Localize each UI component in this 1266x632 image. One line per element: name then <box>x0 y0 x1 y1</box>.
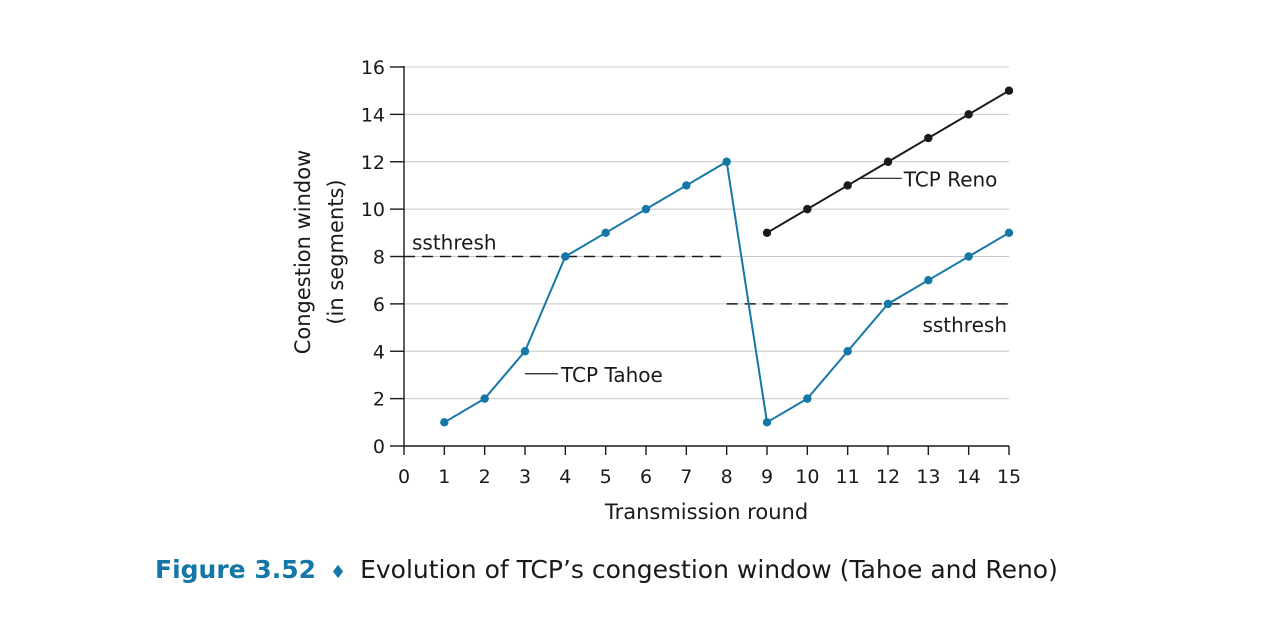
x-tick-label-4: 4 <box>559 466 571 488</box>
y-tick-label-14: 14 <box>361 104 385 126</box>
figure-caption-text: Evolution of TCP’s congestion window (Ta… <box>360 555 1058 584</box>
tcp-tahoe-point-11 <box>843 347 852 356</box>
y-tick-label-10: 10 <box>361 199 385 221</box>
x-tick-label-8: 8 <box>721 466 733 488</box>
annotation-layer: ssthresh ssthresh TCP Tahoe TCP Reno <box>412 167 1007 386</box>
tcp-tahoe-point-8 <box>722 157 731 166</box>
x-tick-label-5: 5 <box>600 466 612 488</box>
ssthresh-label-2: ssthresh <box>922 313 1007 337</box>
x-tick-label-0: 0 <box>398 466 410 488</box>
y-axis-title-line-2: (in segments) <box>324 179 348 324</box>
x-tick-label-15: 15 <box>997 466 1021 488</box>
x-tick-label-1: 1 <box>438 466 450 488</box>
tcp-tahoe-point-4 <box>561 252 570 261</box>
tcp-tahoe-point-3 <box>520 347 530 356</box>
figure-label: Figure 3.52 <box>155 555 317 584</box>
x-tick-label-10: 10 <box>795 466 819 488</box>
tcp-tahoe-point-2 <box>480 394 489 403</box>
tcp-tahoe-point-6 <box>641 204 651 214</box>
tcp-tahoe-line <box>443 160 1010 424</box>
tcp-tahoe-point-10 <box>803 394 812 403</box>
tcp-tahoe-point-14 <box>964 252 973 261</box>
y-tick-label-0: 0 <box>373 436 385 458</box>
x-axis-title: Transmission round <box>604 500 808 524</box>
y-tick-label-2: 2 <box>373 389 385 411</box>
y-tick-label-16: 16 <box>361 57 385 79</box>
tcp-reno-point-14 <box>964 110 973 119</box>
figure-caption: Figure 3.52 ♦ Evolution of TCP’s congest… <box>155 555 1058 584</box>
threshold-layer <box>404 255 1009 305</box>
tcp-tahoe-label: TCP Tahoe <box>560 363 663 387</box>
tcp-reno-point-9 <box>762 228 772 238</box>
x-tick-label-7: 7 <box>680 466 692 488</box>
tcp-reno-point-15 <box>1004 86 1014 95</box>
y-axis-title-line-1: Congestion window <box>291 150 315 355</box>
tcp-tahoe-point-1 <box>440 418 449 427</box>
tcp-reno-label: TCP Reno <box>903 167 998 191</box>
x-tick-label-11: 11 <box>836 466 860 488</box>
tcp-reno-point-10 <box>803 204 812 214</box>
tcp-reno-point-11 <box>843 181 852 190</box>
series-layer <box>440 86 1014 427</box>
tcp-tahoe-point-15 <box>1004 228 1014 238</box>
tcp-tahoe-point-12 <box>883 299 893 309</box>
x-tick-label-12: 12 <box>876 466 900 488</box>
x-tick-label-6: 6 <box>640 466 652 488</box>
tcp-tahoe-point-5 <box>601 228 610 238</box>
x-tick-label-3: 3 <box>519 466 531 488</box>
tcp-tahoe-point-9 <box>762 418 772 427</box>
tcp-reno-point-12 <box>883 157 893 166</box>
x-tick-label-14: 14 <box>957 466 981 488</box>
x-tick-label-9: 9 <box>761 466 773 488</box>
x-tick-label-13: 13 <box>916 466 940 488</box>
diamond-separator: ♦ <box>329 562 347 583</box>
y-tick-label-4: 4 <box>373 341 385 363</box>
y-tick-label-12: 12 <box>361 152 385 174</box>
x-tick-label-2: 2 <box>479 466 491 488</box>
y-tick-label-8: 8 <box>373 247 385 269</box>
y-tick-label-6: 6 <box>373 294 385 316</box>
ssthresh-label-1: ssthresh <box>412 231 497 255</box>
tcp-reno-point-13 <box>924 133 933 143</box>
tcp-tahoe-point-7 <box>682 181 691 190</box>
tcp-tahoe-point-13 <box>924 275 933 285</box>
